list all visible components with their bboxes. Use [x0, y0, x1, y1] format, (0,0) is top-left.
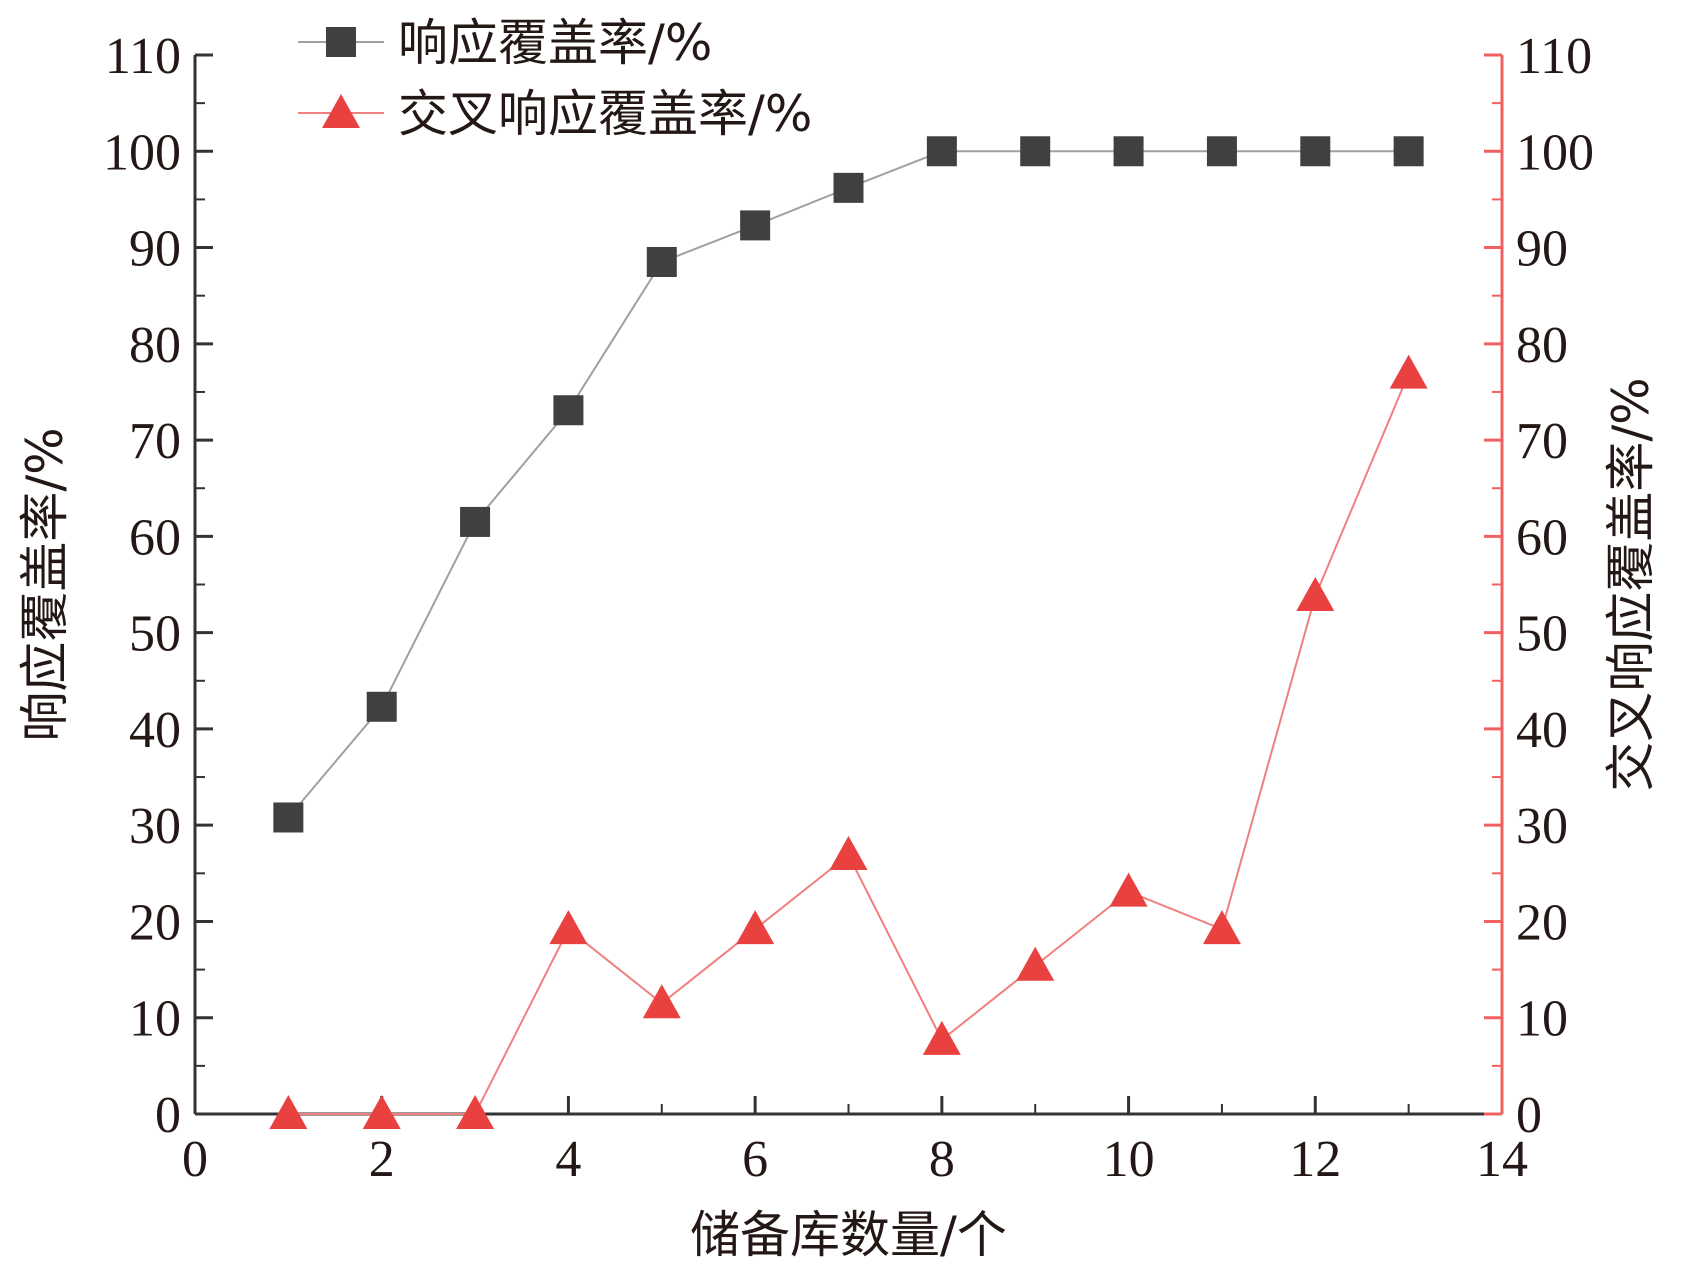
y-right-tick-label: 80	[1516, 317, 1568, 374]
y-left-tick-label: 80	[129, 317, 181, 374]
x-tick-label: 4	[555, 1131, 581, 1188]
data-point-triangle	[269, 1095, 308, 1129]
data-point-triangle	[1109, 872, 1148, 907]
data-point-square	[833, 172, 864, 203]
x-tick-label: 8	[929, 1131, 955, 1188]
data-point-triangle	[1296, 577, 1335, 612]
series-line	[287, 150, 1409, 819]
y-axis-right-title: 交叉响应覆盖率/%	[1602, 377, 1660, 791]
series-layer	[269, 136, 1428, 1129]
axis-titles: 储备库数量/个 响应覆盖率/% 交叉响应覆盖率/%	[16, 377, 1660, 1264]
x-tick-label: 2	[369, 1131, 395, 1188]
data-point-triangle	[1389, 354, 1428, 389]
y-left-tick-label: 30	[129, 798, 181, 855]
data-point-square	[553, 395, 584, 426]
legend-item-1: 响应覆盖率/%	[298, 14, 712, 72]
data-point-square	[366, 691, 397, 722]
legend: 响应覆盖率/% 交叉响应覆盖率/%	[298, 14, 812, 143]
data-point-square	[1020, 136, 1051, 167]
y-left-tick-label: 60	[129, 509, 181, 566]
data-point-square	[1113, 136, 1144, 167]
data-point-triangle	[736, 910, 775, 945]
y-left-tick-label: 90	[129, 221, 181, 278]
data-point-square	[1206, 136, 1237, 167]
data-point-square	[926, 136, 957, 167]
y-right-tick-label: 110	[1516, 28, 1592, 85]
y-left-tick-label: 70	[129, 413, 181, 470]
data-point-triangle	[549, 910, 588, 945]
y-right-tick-label: 30	[1516, 798, 1568, 855]
data-point-triangle	[829, 836, 868, 871]
y-left-tick-label: 110	[105, 28, 181, 85]
data-point-triangle	[1202, 910, 1241, 945]
series-1	[273, 136, 1424, 833]
x-tick-label: 0	[182, 1131, 208, 1188]
y-right-tick-label: 90	[1516, 221, 1568, 278]
x-axis-title: 储备库数量/个	[690, 1206, 1007, 1264]
data-point-square	[273, 802, 304, 833]
data-point-square	[1300, 136, 1331, 167]
data-point-square	[460, 506, 491, 537]
y-right-tick-label: 100	[1516, 124, 1594, 181]
data-point-square	[1393, 136, 1424, 167]
legend-label: 交叉响应覆盖率/%	[398, 85, 812, 143]
y-right-tick-label: 10	[1516, 991, 1568, 1048]
series-2	[269, 354, 1428, 1129]
data-point-triangle	[456, 1095, 495, 1129]
x-tick-label: 10	[1103, 1131, 1155, 1188]
y-left-tick-label: 0	[155, 1087, 181, 1144]
data-point-triangle	[362, 1095, 401, 1129]
data-point-triangle	[922, 1020, 961, 1055]
legend-label: 响应覆盖率/%	[398, 14, 712, 72]
x-tick-label: 12	[1289, 1131, 1341, 1188]
y-right-tick-label: 60	[1516, 509, 1568, 566]
y-left-tick-label: 100	[103, 124, 181, 181]
y-right-tick-label: 40	[1516, 702, 1568, 759]
legend-marker-square	[326, 27, 356, 57]
legend-marker-triangle	[322, 94, 360, 128]
data-point-square	[646, 246, 677, 277]
series-line	[288, 373, 1410, 1115]
y-left-tick-label: 10	[129, 991, 181, 1048]
y-left-tick-label: 20	[129, 894, 181, 951]
y-right-tick-label: 50	[1516, 606, 1568, 663]
axes: 0 2 4 6 8 10 12 1401020304050607080901001100102…	[103, 28, 1594, 1188]
y-left-tick-label: 50	[129, 606, 181, 663]
x-tick-label: 6	[742, 1131, 768, 1188]
data-point-triangle	[1016, 946, 1055, 981]
y-right-tick-label: 0	[1516, 1087, 1542, 1144]
x-tick-label: 14	[1476, 1131, 1528, 1188]
legend-item-2: 交叉响应覆盖率/%	[298, 85, 812, 143]
y-left-tick-label: 40	[129, 702, 181, 759]
y-right-tick-label: 70	[1516, 413, 1568, 470]
y-right-tick-label: 20	[1516, 894, 1568, 951]
data-point-triangle	[642, 984, 681, 1019]
y-axis-left-title: 响应覆盖率/%	[16, 427, 74, 741]
data-point-square	[740, 210, 771, 241]
